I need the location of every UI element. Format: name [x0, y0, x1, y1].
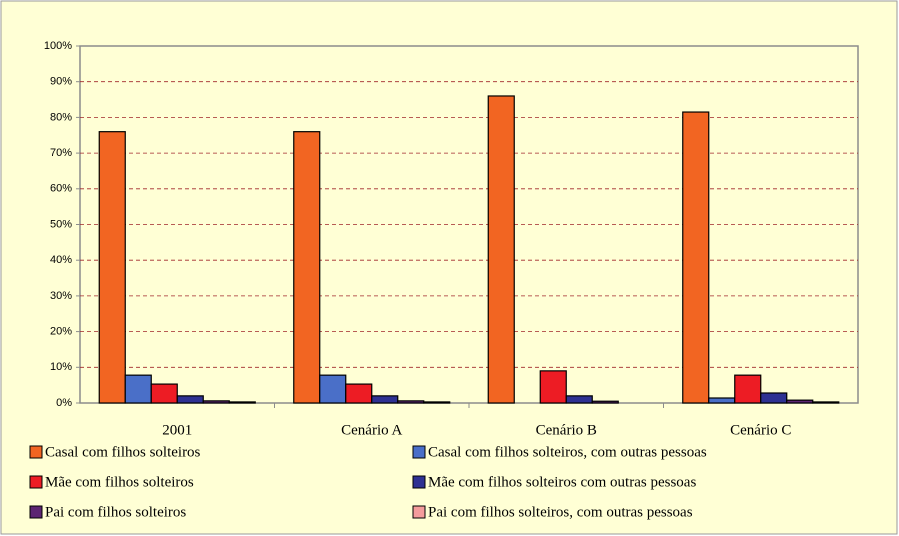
bar: [682, 111, 710, 404]
y-tick-label: 70%: [50, 147, 72, 159]
bar: [708, 397, 736, 404]
bar: [423, 401, 451, 404]
y-tick-label: 40%: [50, 254, 72, 266]
x-tick-label: Cenário A: [341, 422, 402, 438]
bar: [591, 400, 619, 404]
bar: [228, 401, 256, 404]
x-tick-label: 2001: [162, 422, 192, 438]
bar: [150, 383, 178, 404]
bar: [319, 374, 347, 404]
y-tick-label: 60%: [50, 183, 72, 195]
legend-swatch: [29, 445, 43, 459]
legend-swatch: [412, 505, 426, 519]
y-tick-label: 10%: [50, 361, 72, 373]
y-tick-label: 50%: [50, 218, 72, 230]
y-tick-label: 100%: [44, 40, 72, 52]
legend-swatch: [412, 445, 426, 459]
bar: [397, 400, 425, 404]
bar: [176, 395, 204, 404]
y-tick-label: 90%: [50, 76, 72, 88]
legend-label: Casal com filhos solteiros: [45, 444, 201, 460]
x-tick-label: Cenário C: [730, 422, 791, 438]
bar: [539, 370, 567, 404]
bar: [371, 395, 399, 404]
bar: [565, 395, 593, 404]
legend-label: Pai com filhos solteiros: [45, 504, 186, 520]
legend-swatch: [29, 505, 43, 519]
y-tick-label: 20%: [50, 326, 72, 338]
y-tick-label: 30%: [50, 290, 72, 302]
legend-label: Pai com filhos solteiros, com outras pes…: [428, 504, 693, 520]
bar: [487, 95, 515, 404]
bar: [293, 131, 321, 404]
bar: [345, 383, 373, 404]
bar: [760, 392, 788, 404]
legend-swatch: [29, 475, 43, 489]
legend-label: Mãe com filhos solteiros com outras pess…: [428, 474, 696, 490]
y-tick-label: 80%: [50, 111, 72, 123]
bar: [786, 399, 814, 404]
legend-label: Casal com filhos solteiros, com outras p…: [428, 444, 707, 460]
bar: [124, 374, 152, 404]
bar: [202, 400, 230, 404]
bar: [98, 131, 126, 404]
bar: [734, 374, 762, 404]
bar: [812, 401, 840, 404]
legend-label: Mãe com filhos solteiros: [45, 474, 194, 490]
x-tick-label: Cenário B: [536, 422, 597, 438]
y-tick-label: 0%: [56, 397, 72, 409]
legend-swatch: [412, 475, 426, 489]
